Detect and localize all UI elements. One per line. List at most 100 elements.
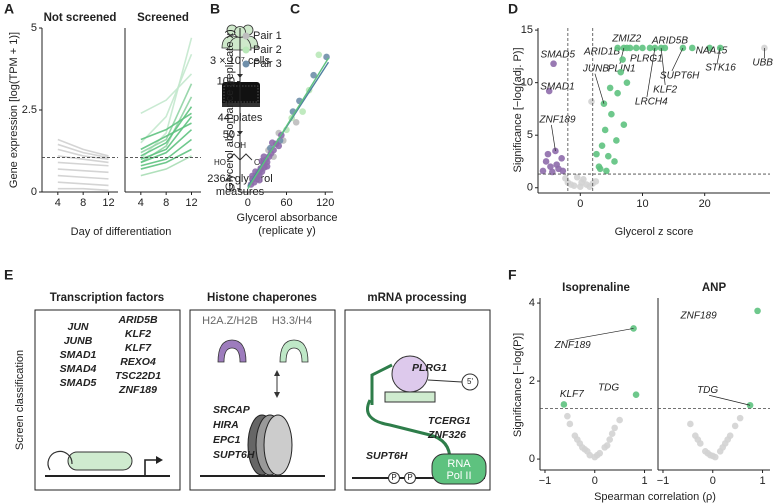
point (694, 436, 702, 443)
point (586, 183, 593, 190)
point (688, 44, 696, 52)
leader-line (709, 394, 751, 406)
phospho (404, 472, 416, 484)
chaperone-icon (217, 339, 247, 363)
leader-line (671, 47, 684, 72)
leader-line (646, 47, 656, 98)
series-line (57, 138, 109, 157)
point-label: UBB (752, 58, 773, 69)
point (539, 167, 547, 175)
point-label: ZNF189 (554, 340, 592, 351)
point (299, 108, 306, 115)
y-axis-label: Glycerol absorbance (replicate x) (224, 29, 236, 190)
gene-label: JUNB (64, 335, 93, 347)
point (573, 173, 581, 181)
point (598, 142, 606, 150)
y-axis-label: Gene expression [log(TPM + 1)] (8, 32, 20, 188)
y-tick-label: 10 (521, 77, 533, 89)
rna-strand (427, 379, 463, 383)
polymerase (431, 453, 487, 485)
gene-label: SMAD4 (60, 363, 97, 375)
x-tick-label: 12 (185, 197, 197, 209)
x-tick-label: 1 (759, 475, 765, 487)
point (623, 79, 631, 86)
series-line (57, 174, 109, 180)
y-axis-label: Significance [−log(adj. P)] (512, 47, 524, 172)
chaperone-icon (279, 339, 309, 363)
point (553, 161, 560, 168)
x-tick-label: 0 (577, 198, 583, 210)
cap (461, 373, 479, 391)
point (579, 444, 586, 451)
factor-shape (67, 451, 133, 471)
point (544, 150, 552, 158)
x-tick-label: 20 (699, 198, 711, 210)
gene-label: ZNF189 (118, 384, 157, 396)
y-tick-label: 2 (529, 375, 535, 387)
molecule-text: HO (214, 158, 226, 167)
series-line (140, 96, 193, 164)
spliceosome (384, 391, 436, 403)
point-label: SUPT6H (660, 71, 700, 82)
arrowhead (156, 456, 163, 464)
chart: 4 8 12 Screened (124, 12, 201, 209)
factor-shape (47, 450, 73, 471)
polymerase-label: RNA (447, 458, 471, 470)
chart-title: Screened (137, 12, 189, 24)
gene-label: SMAD5 (60, 377, 97, 389)
point (614, 44, 621, 52)
point (583, 447, 591, 455)
point-label: ARID5B (651, 36, 688, 47)
chart-title: ANP (702, 282, 727, 294)
gene-label: HIRA (213, 419, 239, 431)
gene-label: EPC1 (213, 434, 241, 446)
point (588, 98, 595, 105)
histone-label: H2A.Z/H2B (202, 315, 258, 327)
point-label: KLF2 (653, 85, 677, 96)
legend-marker (242, 32, 250, 40)
point (550, 60, 557, 68)
point (619, 56, 626, 63)
chart: 0 2 4 −1 0 1 Isoprenaline Significance [−log(P)… (512, 282, 716, 503)
panel-label: A (4, 1, 14, 17)
point (706, 44, 713, 52)
x-axis-label: Day of differentiation (71, 226, 172, 238)
box-title: mRNA processing (367, 292, 466, 304)
spliceosome (391, 355, 429, 393)
point (736, 414, 744, 422)
point-label: ARID1B (583, 47, 620, 58)
point (709, 452, 717, 460)
point (613, 137, 620, 144)
x-tick-label: 8 (80, 197, 86, 209)
point (593, 451, 601, 459)
gene-label: KLF2 (125, 328, 151, 340)
leader-line (594, 73, 605, 104)
x-axis-label: Spearman correlation (ρ) (594, 491, 716, 503)
panel-label: D (508, 1, 518, 17)
point (566, 420, 574, 428)
series-line (140, 83, 193, 154)
series-line (57, 148, 109, 160)
gene-label: TSC22D1 (115, 370, 161, 382)
y-tick-label: 100 (217, 76, 235, 88)
y-tick-label: 15 (521, 24, 533, 36)
gene-label: REXO4 (120, 356, 156, 368)
series-line (140, 138, 192, 167)
leader-line (660, 47, 666, 86)
point-label: ZNF189 (538, 115, 576, 126)
series-line (140, 148, 192, 170)
point (549, 168, 556, 176)
point (292, 119, 300, 126)
y-tick-label: 0 (31, 186, 37, 198)
polymerase-label: Pol II (446, 470, 471, 482)
legend-label: Pair 1 (253, 30, 282, 42)
point (574, 436, 581, 443)
point-label: ZNF189 (680, 311, 718, 322)
box (34, 309, 491, 491)
point (614, 89, 621, 97)
series-line (57, 187, 109, 192)
point (596, 165, 604, 173)
phospho-label: P (391, 473, 396, 482)
axis-label: Screen classification (14, 350, 26, 450)
